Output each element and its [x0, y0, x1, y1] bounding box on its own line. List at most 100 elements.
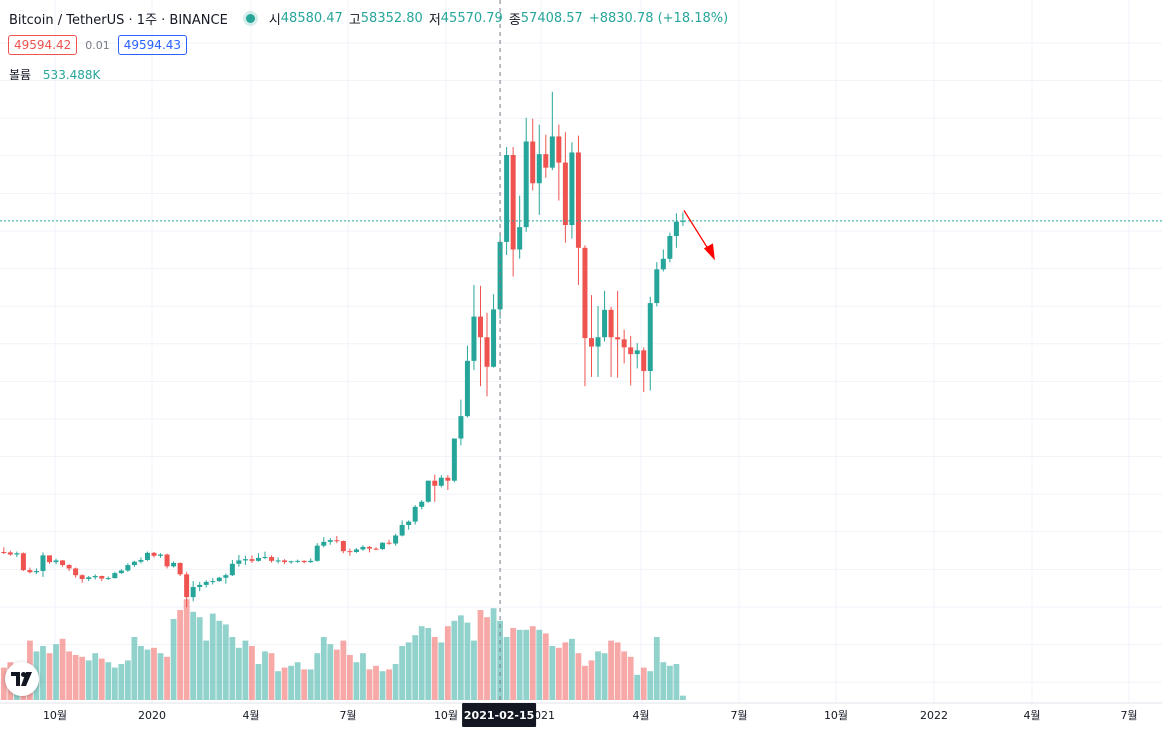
volume-bar	[157, 653, 164, 700]
candle-body	[386, 542, 392, 544]
volume-bar	[72, 655, 79, 700]
volume-bar	[510, 628, 517, 700]
candle-body	[144, 552, 150, 560]
volume-bar	[105, 662, 112, 700]
volume-bar	[138, 646, 144, 700]
candle	[314, 543, 320, 562]
market-status-icon[interactable]	[245, 14, 255, 23]
candle	[288, 560, 294, 564]
candle-body	[40, 555, 46, 571]
candle-body	[223, 575, 229, 578]
candle	[158, 553, 164, 558]
volume-bar	[151, 647, 157, 700]
x-tick-label: 10월	[434, 709, 458, 722]
volume-bar	[346, 655, 353, 700]
volume-bar	[216, 620, 223, 700]
volume-bar	[497, 620, 503, 700]
candle	[549, 91, 555, 171]
volume-bar	[471, 640, 477, 700]
volume-bar	[640, 667, 647, 700]
volume-bar	[92, 653, 99, 700]
volume-bar	[464, 622, 471, 700]
candle-body	[504, 155, 510, 242]
volume-bar	[333, 649, 340, 700]
candle-body	[589, 338, 594, 347]
tradingview-logo[interactable]	[5, 662, 39, 696]
candle-body	[138, 560, 144, 562]
candle-body	[86, 577, 92, 579]
candle	[79, 574, 85, 583]
volume-bar	[353, 662, 360, 700]
sell-price-button[interactable]: 49594.42	[8, 35, 78, 55]
buy-price-button[interactable]: 49594.43	[117, 35, 188, 55]
volume-bar	[294, 662, 301, 700]
volume-bar	[523, 629, 530, 700]
candle	[47, 555, 53, 564]
candle	[517, 195, 523, 259]
volume-bar	[582, 665, 588, 700]
volume-bar	[412, 635, 419, 700]
candle	[112, 571, 118, 579]
volume-bar	[627, 656, 634, 700]
volume-bar	[164, 656, 170, 700]
candle-body	[530, 141, 536, 184]
volume-bar	[458, 615, 464, 700]
volume-bar	[418, 626, 425, 700]
candle	[282, 559, 288, 565]
candle	[575, 135, 581, 285]
red-arrow-annotation[interactable]	[683, 210, 715, 261]
candle	[53, 558, 59, 565]
candle	[366, 546, 372, 553]
symbol-title[interactable]: Bitcoin / TetherUS · 1주 · BINANCE	[9, 13, 228, 28]
candle-body	[425, 480, 431, 502]
candle	[589, 295, 594, 377]
crosshair-date-label: 2021-02-15	[462, 703, 537, 727]
volume-bar	[98, 658, 105, 700]
candle	[138, 557, 144, 564]
spread-value: 0.01	[85, 38, 110, 52]
candle	[582, 245, 588, 387]
candle	[673, 213, 679, 248]
candle-body	[575, 152, 581, 248]
candlesticks	[1, 91, 686, 608]
candle-body	[53, 560, 59, 563]
volume-bar	[392, 664, 399, 700]
candle	[308, 558, 314, 563]
candle	[654, 262, 660, 307]
candle-body	[66, 565, 72, 569]
candle-body	[360, 546, 366, 550]
candle-body	[33, 570, 39, 573]
candle-body	[673, 221, 679, 236]
candle-body	[353, 549, 359, 552]
volume-bar	[196, 617, 203, 700]
candle	[608, 306, 614, 377]
volume-bar	[340, 640, 347, 700]
candle-body	[393, 535, 399, 544]
time-axis[interactable]: 10월 2020 4월 7월 10월 2021 4월 7월 10월 2022 4월 7월	[43, 709, 1138, 722]
volume-bar	[255, 664, 262, 700]
candle-body	[171, 562, 177, 567]
candle	[464, 345, 470, 418]
candle	[353, 548, 359, 553]
candle	[14, 551, 20, 558]
volume-bar	[360, 653, 366, 700]
x-tick-label: 4월	[1023, 709, 1040, 722]
candle	[236, 554, 242, 567]
candle-body	[1, 551, 7, 553]
candle	[1, 547, 7, 555]
candle-body	[321, 541, 327, 546]
volume-bar	[680, 695, 686, 700]
x-tick-label: 7월	[730, 709, 747, 722]
candle-body	[517, 227, 523, 250]
candle-body	[432, 480, 438, 486]
candle	[432, 474, 438, 502]
candle-body	[523, 141, 529, 228]
candle	[73, 567, 79, 578]
candle-body	[680, 220, 686, 222]
bid-ask-panel: 49594.42 0.01 49594.43	[8, 35, 188, 55]
volume-bar	[653, 637, 660, 700]
volume-bar	[59, 638, 66, 700]
candle	[86, 576, 92, 582]
candle	[321, 537, 327, 548]
